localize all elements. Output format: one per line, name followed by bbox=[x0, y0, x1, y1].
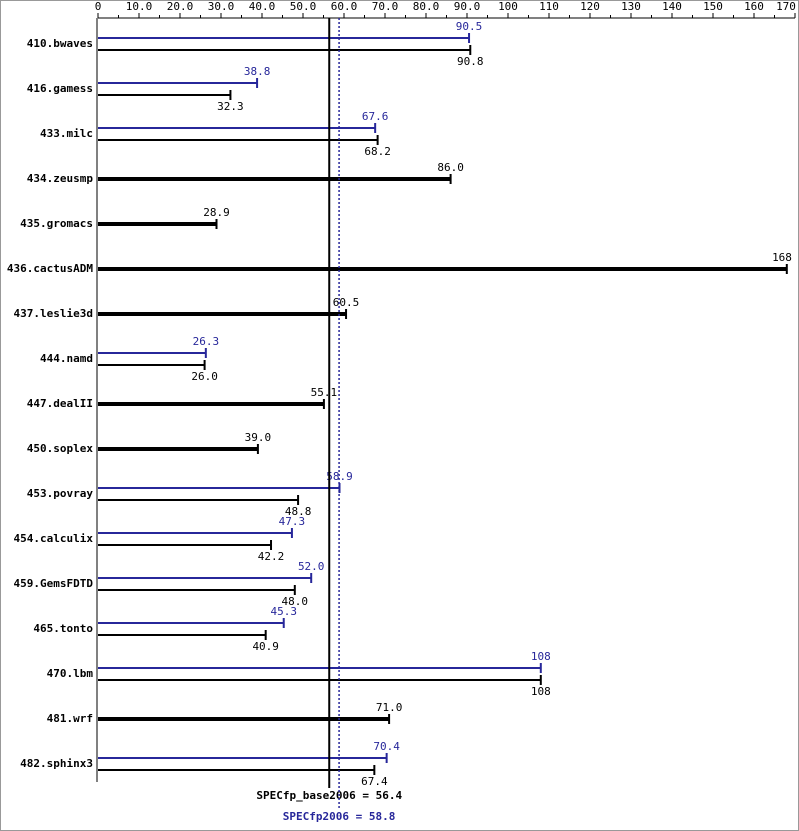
category-label: 459.GemsFDTD bbox=[14, 577, 94, 590]
value-label: 67.4 bbox=[361, 775, 388, 788]
value-label: 38.8 bbox=[244, 65, 271, 78]
x-tick-label: 160 bbox=[744, 0, 764, 13]
category-label: 470.lbm bbox=[47, 667, 94, 680]
category-label: 450.soplex bbox=[27, 442, 94, 455]
x-tick-label: 150 bbox=[703, 0, 723, 13]
value-label: 26.0 bbox=[191, 370, 218, 383]
value-label: 32.3 bbox=[217, 100, 244, 113]
category-label: 433.milc bbox=[40, 127, 93, 140]
category-label: 447.dealII bbox=[27, 397, 93, 410]
category-label: 482.sphinx3 bbox=[20, 757, 93, 770]
x-tick-label: 170 bbox=[776, 0, 796, 13]
x-tick-label: 130 bbox=[621, 0, 641, 13]
x-tick-label: 60.0 bbox=[331, 0, 358, 13]
x-tick-label: 40.0 bbox=[249, 0, 276, 13]
value-label: 26.3 bbox=[193, 335, 220, 348]
value-label: 58.9 bbox=[326, 470, 353, 483]
category-label: 481.wrf bbox=[47, 712, 93, 725]
x-tick-label: 140 bbox=[662, 0, 682, 13]
value-label: 86.0 bbox=[437, 161, 464, 174]
value-label: 55.1 bbox=[311, 386, 338, 399]
category-label: 410.bwaves bbox=[27, 37, 93, 50]
value-label: 71.0 bbox=[376, 701, 403, 714]
value-label: 90.8 bbox=[457, 55, 484, 68]
value-label: 60.5 bbox=[333, 296, 360, 309]
value-label: 52.0 bbox=[298, 560, 325, 573]
category-label: 416.gamess bbox=[27, 82, 93, 95]
value-label: 90.5 bbox=[456, 20, 483, 33]
value-label: 67.6 bbox=[362, 110, 389, 123]
category-label: 437.leslie3d bbox=[14, 307, 93, 320]
x-tick-label: 90.0 bbox=[454, 0, 481, 13]
x-tick-label: 70.0 bbox=[372, 0, 399, 13]
value-label: 70.4 bbox=[373, 740, 400, 753]
x-tick-label: 50.0 bbox=[290, 0, 317, 13]
x-tick-label: 110 bbox=[539, 0, 559, 13]
category-label: 434.zeusmp bbox=[27, 172, 94, 185]
value-label: 45.3 bbox=[270, 605, 297, 618]
value-label: 108 bbox=[531, 685, 551, 698]
x-tick-label: 120 bbox=[580, 0, 600, 13]
category-label: 454.calculix bbox=[14, 532, 94, 545]
x-tick-label: 0 bbox=[95, 0, 102, 13]
category-label: 453.povray bbox=[27, 487, 94, 500]
reference-label: SPECfp2006 = 58.8 bbox=[283, 810, 396, 823]
reference-label: SPECfp_base2006 = 56.4 bbox=[256, 789, 402, 802]
value-label: 28.9 bbox=[203, 206, 230, 219]
value-label: 40.9 bbox=[252, 640, 279, 653]
category-label: 435.gromacs bbox=[20, 217, 93, 230]
value-label: 108 bbox=[531, 650, 551, 663]
value-label: 48.8 bbox=[285, 505, 312, 518]
x-tick-label: 80.0 bbox=[413, 0, 440, 13]
value-label: 42.2 bbox=[258, 550, 285, 563]
category-label: 436.cactusADM bbox=[7, 262, 93, 275]
x-tick-label: 10.0 bbox=[126, 0, 153, 13]
value-label: 168 bbox=[772, 251, 792, 264]
category-label: 465.tonto bbox=[33, 622, 93, 635]
x-tick-label: 20.0 bbox=[167, 0, 194, 13]
value-label: 68.2 bbox=[364, 145, 391, 158]
value-label: 39.0 bbox=[245, 431, 272, 444]
x-tick-label: 100 bbox=[498, 0, 518, 13]
value-label: 48.0 bbox=[282, 595, 309, 608]
x-tick-label: 30.0 bbox=[208, 0, 235, 13]
value-label: 47.3 bbox=[279, 515, 306, 528]
category-label: 444.namd bbox=[40, 352, 93, 365]
